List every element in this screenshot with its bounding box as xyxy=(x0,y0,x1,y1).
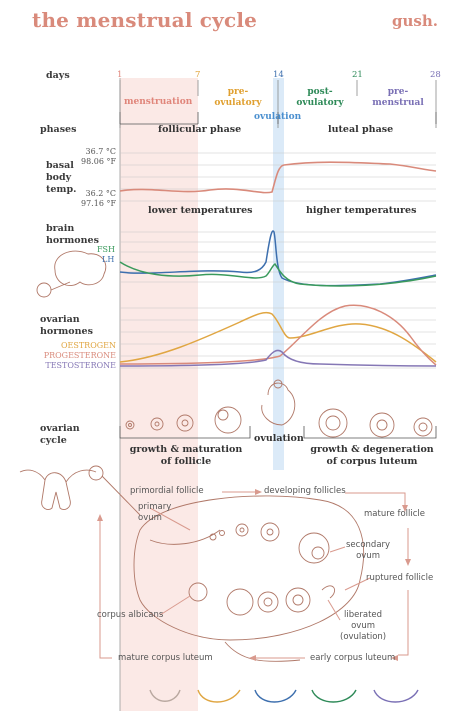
ovarian-grid xyxy=(120,307,436,369)
basal-label: basal body temp. xyxy=(46,160,76,196)
ovulation-band xyxy=(273,78,284,470)
ovarian-c-line2: cycle xyxy=(40,435,67,446)
oestrogen-legend: OESTROGEN xyxy=(60,341,116,350)
primary-ovum-line2: ovum xyxy=(138,513,162,523)
ovarian-hormones-label: ovarian hormones xyxy=(40,314,93,338)
oestrogen-curve xyxy=(119,311,437,363)
ovarian-h-line2: hormones xyxy=(40,326,93,337)
phase-post-ovulatory: post- ovulatory xyxy=(283,87,357,109)
temp-grid xyxy=(120,152,436,202)
phase-brackets xyxy=(119,112,437,125)
mature-follicle-label: mature follicle xyxy=(364,509,425,519)
liberated-line1: liberated xyxy=(344,610,383,620)
pre-menstrual-line2: menstrual xyxy=(372,98,424,108)
progesterone-curve xyxy=(119,304,437,366)
page-title: the menstrual cycle xyxy=(32,8,258,32)
fsh-curve xyxy=(119,261,437,287)
phase-pre-menstrual: pre- menstrual xyxy=(362,87,434,109)
degeneration-line2: of corpus luteum xyxy=(326,456,418,467)
mature-corpus-luteum-label: mature corpus luteum xyxy=(118,653,213,663)
uterus-sketch xyxy=(19,465,141,516)
progesterone-legend: PROGESTERONE xyxy=(43,351,116,360)
follicular-phase: follicular phase xyxy=(158,124,242,135)
secondary-ovum-line2: ovum xyxy=(356,551,380,561)
day-1: 1 xyxy=(117,70,123,80)
temp-high-f: 98.06 °F xyxy=(81,157,116,166)
brain-label-line2: hormones xyxy=(46,235,99,246)
secondary-ovum-label: secondary ovum xyxy=(346,540,390,562)
pre-ovulatory-line2: ovulatory xyxy=(214,98,262,108)
ovary-diagram xyxy=(133,495,364,662)
fsh-legend: FSH xyxy=(97,245,116,254)
brain-label: brain hormones xyxy=(46,223,99,247)
corpus-albicans-label: corpus albicans xyxy=(97,610,164,620)
degeneration-caption: growth & degeneration of corpus luteum xyxy=(308,444,436,468)
day-28: 28 xyxy=(430,70,441,80)
day-7: 7 xyxy=(195,70,201,80)
liberated-line3: (ovulation) xyxy=(340,632,387,642)
uterus-icons xyxy=(149,689,419,703)
follicle-drawings xyxy=(125,379,433,438)
liberated-ovum-label: liberated ovum (ovulation) xyxy=(340,610,386,643)
primary-ovum-label: primary ovum xyxy=(138,502,171,524)
phase-menstruation: menstruation xyxy=(124,97,193,107)
post-ovulatory-line2: ovulatory xyxy=(296,98,344,108)
testosterone-curve xyxy=(119,349,437,367)
day-14: 14 xyxy=(273,70,284,80)
post-ovulatory-line1: post- xyxy=(307,87,333,97)
temperature-curve xyxy=(119,161,437,194)
pre-ovulatory-line1: pre- xyxy=(227,87,249,97)
days-label: days xyxy=(46,70,70,81)
secondary-ovum-line1: secondary xyxy=(346,540,391,550)
temp-high-c: 36.7 °C xyxy=(85,147,116,156)
temp-low-c: 36.2 °C xyxy=(85,189,116,198)
brand-logo: gush. xyxy=(392,12,438,30)
basal-label-line3: temp. xyxy=(46,184,77,195)
brain-label-line1: brain xyxy=(46,223,75,234)
testosterone-legend: TESTOSTERONE xyxy=(45,361,116,370)
primordial-follicle-label: primordial follicle xyxy=(130,486,204,496)
menstruation-band xyxy=(120,78,198,711)
early-corpus-luteum-label: early corpus luteum xyxy=(310,653,396,663)
pre-menstrual-line1: pre- xyxy=(387,87,409,97)
developing-follicles-label: developing follicles xyxy=(264,486,346,496)
degeneration-line1: growth & degeneration xyxy=(310,444,434,455)
ovarian-cycle-brackets xyxy=(119,426,437,439)
basal-label-line1: basal xyxy=(46,160,74,171)
phase-ovulation: ovulation xyxy=(254,112,302,122)
growth-line2: of follicle xyxy=(160,456,212,467)
ruptured-follicle-label: ruptured follicle xyxy=(366,573,434,583)
lower-temperatures: lower temperatures xyxy=(148,205,253,216)
phases-label: phases xyxy=(40,124,77,135)
day-21: 21 xyxy=(352,70,363,80)
diagram-arrows xyxy=(99,491,409,659)
lh-legend: LH xyxy=(102,255,115,264)
temp-low-f: 97.16 °F xyxy=(81,199,116,208)
brain-sketch xyxy=(36,250,107,298)
basal-label-line2: body xyxy=(46,172,72,183)
growth-caption: growth & maturation of follicle xyxy=(124,444,248,468)
liberated-line2: ovum xyxy=(351,621,375,631)
primary-ovum-line1: primary xyxy=(138,502,172,512)
ovulation-caption: ovulation xyxy=(254,433,304,444)
ovarian-cycle-label: ovarian cycle xyxy=(40,423,80,447)
higher-temperatures: higher temperatures xyxy=(306,205,417,216)
phase-pre-ovulatory: pre- ovulatory xyxy=(203,87,273,109)
arrow-heads xyxy=(97,489,411,661)
ovarian-c-line1: ovarian xyxy=(40,423,80,434)
luteal-phase: luteal phase xyxy=(328,124,394,135)
ovarian-h-line1: ovarian xyxy=(40,314,80,325)
growth-line1: growth & maturation xyxy=(129,444,243,455)
